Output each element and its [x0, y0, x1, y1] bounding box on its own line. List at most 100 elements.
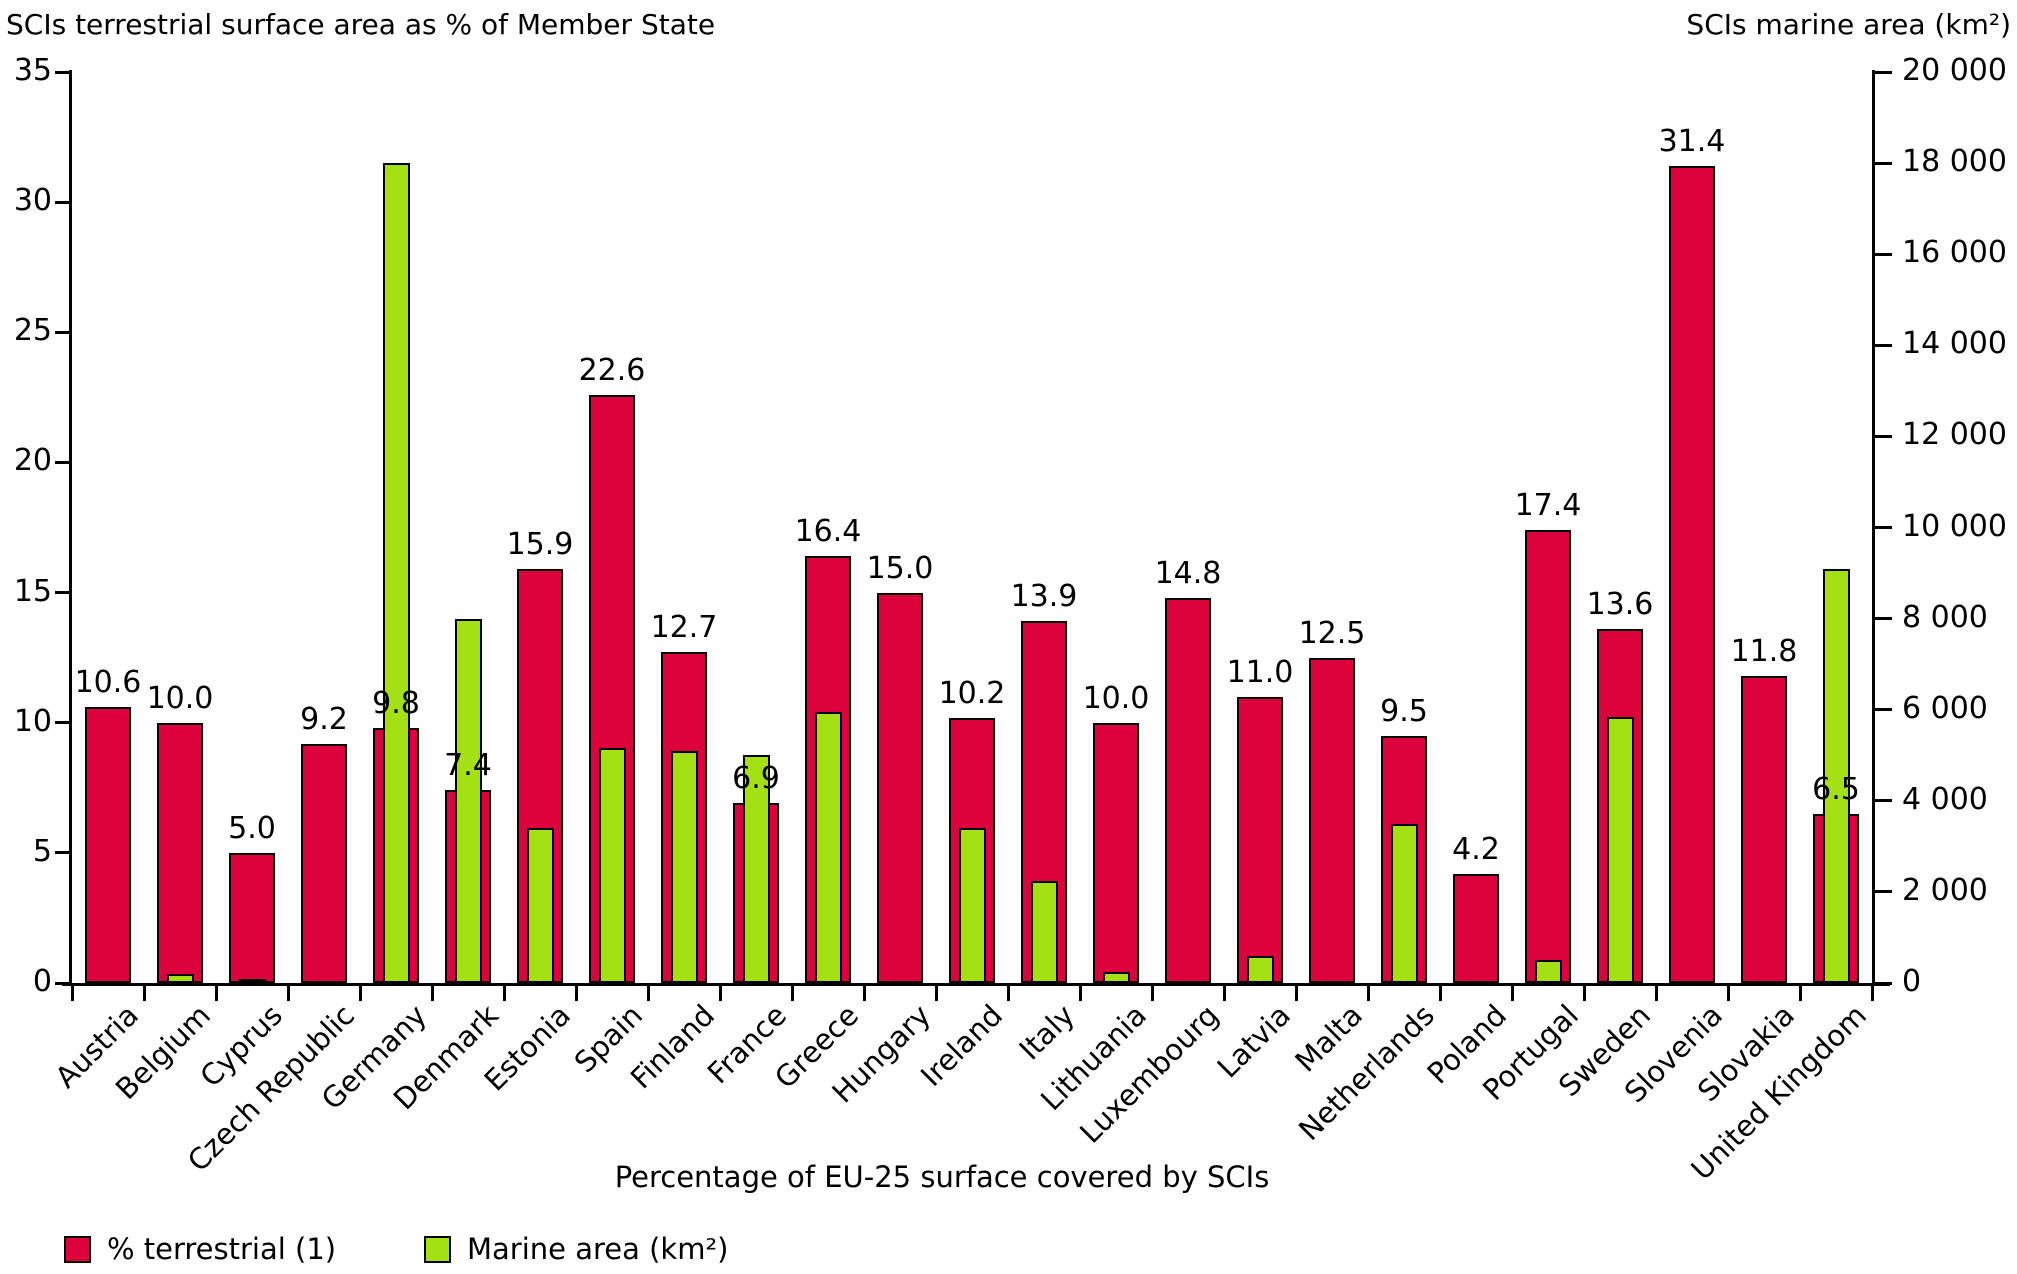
x-axis-tick	[358, 986, 362, 1001]
right-axis-tick-label: 8 000	[1902, 599, 1988, 635]
bar-value-label: 13.6	[1586, 587, 1654, 622]
bar-value-label: 12.7	[650, 610, 718, 646]
right-axis-tick-label: 18 000	[1902, 144, 2007, 180]
bar-value-label: 10.0	[1082, 680, 1150, 716]
left-axis-tick-label: 0	[32, 964, 52, 999]
x-axis-tick	[1582, 986, 1586, 1001]
bar-value-label: 10.2	[938, 675, 1006, 711]
marine-bar	[382, 163, 410, 983]
terrestrial-bar	[1237, 696, 1283, 983]
right-axis-title: SCIs marine area (km²)	[1686, 8, 2011, 41]
bar-value-label: 11.0	[1226, 654, 1294, 690]
right-axis-tick	[1875, 161, 1892, 165]
bar-value-label: 15.9	[506, 527, 574, 563]
left-axis-tick	[55, 70, 72, 74]
x-axis-tick	[1078, 986, 1082, 1001]
marine-bar	[598, 748, 626, 983]
marine-bar	[742, 755, 770, 983]
terrestrial-bar	[85, 707, 131, 983]
bar-value-label: 15.0	[866, 550, 934, 586]
left-axis-tick	[55, 330, 72, 334]
bottom-axis-line	[62, 983, 1890, 986]
left-axis-tick	[55, 460, 72, 464]
x-axis-tick	[1438, 986, 1442, 1001]
bar-value-label: 31.4	[1658, 123, 1726, 159]
bar-value-label: 10.6	[74, 665, 142, 701]
bar-value-label: 13.9	[1010, 579, 1078, 615]
left-axis-tick-label: 25	[13, 313, 52, 349]
marine-bar	[1246, 955, 1274, 983]
right-axis-tick	[1875, 617, 1892, 621]
x-axis-tick	[502, 986, 506, 1001]
right-axis-line	[1872, 70, 1875, 986]
bar-value-label: 16.4	[794, 514, 862, 550]
x-axis-tick	[1510, 986, 1514, 1001]
marine-legend-swatch	[424, 1235, 451, 1263]
terrestrial-bar	[1093, 722, 1139, 983]
marine-bar	[166, 973, 194, 983]
bar-value-label: 6.9	[732, 761, 780, 797]
bar-value-label: 9.2	[300, 701, 348, 737]
right-axis-tick	[1875, 252, 1892, 256]
marine-bar	[1102, 971, 1130, 983]
x-axis-tick	[1006, 986, 1010, 1001]
bar-value-label: 6.5	[1812, 771, 1860, 807]
terrestrial-bar	[1309, 657, 1355, 983]
terrestrial-bar	[157, 722, 203, 983]
left-axis-tick	[55, 721, 72, 725]
right-axis-tick-label: 2 000	[1902, 872, 1988, 908]
bar-value-label: 11.8	[1730, 633, 1798, 669]
left-axis-tick-label: 10	[13, 703, 52, 739]
x-axis-tick	[1654, 986, 1658, 1001]
x-axis-tick	[790, 986, 794, 1001]
right-axis-tick-label: 12 000	[1902, 417, 2007, 453]
marine-bar	[238, 979, 266, 983]
marine-bar	[1822, 568, 1850, 983]
left-axis-tick-label: 20	[13, 443, 52, 479]
x-axis-tick	[1150, 986, 1154, 1001]
terrestrial-bar	[1741, 675, 1787, 983]
bar-value-label: 10.0	[146, 680, 214, 716]
right-axis-tick	[1875, 708, 1892, 712]
terrestrial-bar	[229, 852, 275, 983]
terrestrial-bar	[1669, 165, 1715, 983]
marine-bar	[1534, 960, 1562, 983]
right-axis-tick-label: 16 000	[1902, 235, 2007, 271]
terrestrial-bar	[877, 592, 923, 983]
right-axis-tick-label: 6 000	[1902, 690, 1988, 726]
bar-value-label: 4.2	[1452, 831, 1500, 867]
x-axis-tick	[934, 986, 938, 1001]
right-axis-tick	[1875, 343, 1892, 347]
bar-value-label: 9.8	[372, 685, 420, 721]
x-axis-tick	[1294, 986, 1298, 1001]
left-axis-title: SCIs terrestrial surface area as % of Me…	[6, 8, 716, 41]
x-axis-tick	[862, 986, 866, 1001]
terrestrial-bar	[1453, 873, 1499, 983]
marine-bar	[454, 618, 482, 983]
marine-bar	[526, 828, 554, 983]
left-axis-tick-label: 15	[13, 573, 52, 609]
marine-bar	[958, 828, 986, 983]
terrestrial-bar	[1525, 530, 1571, 983]
terrestrial-bar	[301, 743, 347, 983]
bar-value-label: 17.4	[1514, 488, 1582, 524]
right-axis-tick	[1875, 70, 1892, 74]
terrestrial-legend-swatch	[64, 1235, 91, 1263]
x-axis-tick	[70, 986, 74, 1001]
left-axis-line	[69, 70, 72, 986]
x-axis-tick	[646, 986, 650, 1001]
right-axis-tick-label: 10 000	[1902, 508, 2007, 544]
right-axis-tick-label: 20 000	[1902, 53, 2007, 88]
marine-bar	[1390, 823, 1418, 983]
x-axis-tick	[142, 986, 146, 1001]
right-axis-tick-label: 14 000	[1902, 326, 2007, 362]
x-axis-tick	[1798, 986, 1802, 1001]
terrestrial-legend-label: % terrestrial (1)	[107, 1232, 337, 1266]
bar-value-label: 7.4	[444, 748, 492, 784]
left-axis-tick	[55, 851, 72, 855]
x-axis-tick	[718, 986, 722, 1001]
left-axis-tick	[55, 591, 72, 595]
marine-bar	[670, 750, 698, 983]
left-axis-tick	[55, 200, 72, 204]
